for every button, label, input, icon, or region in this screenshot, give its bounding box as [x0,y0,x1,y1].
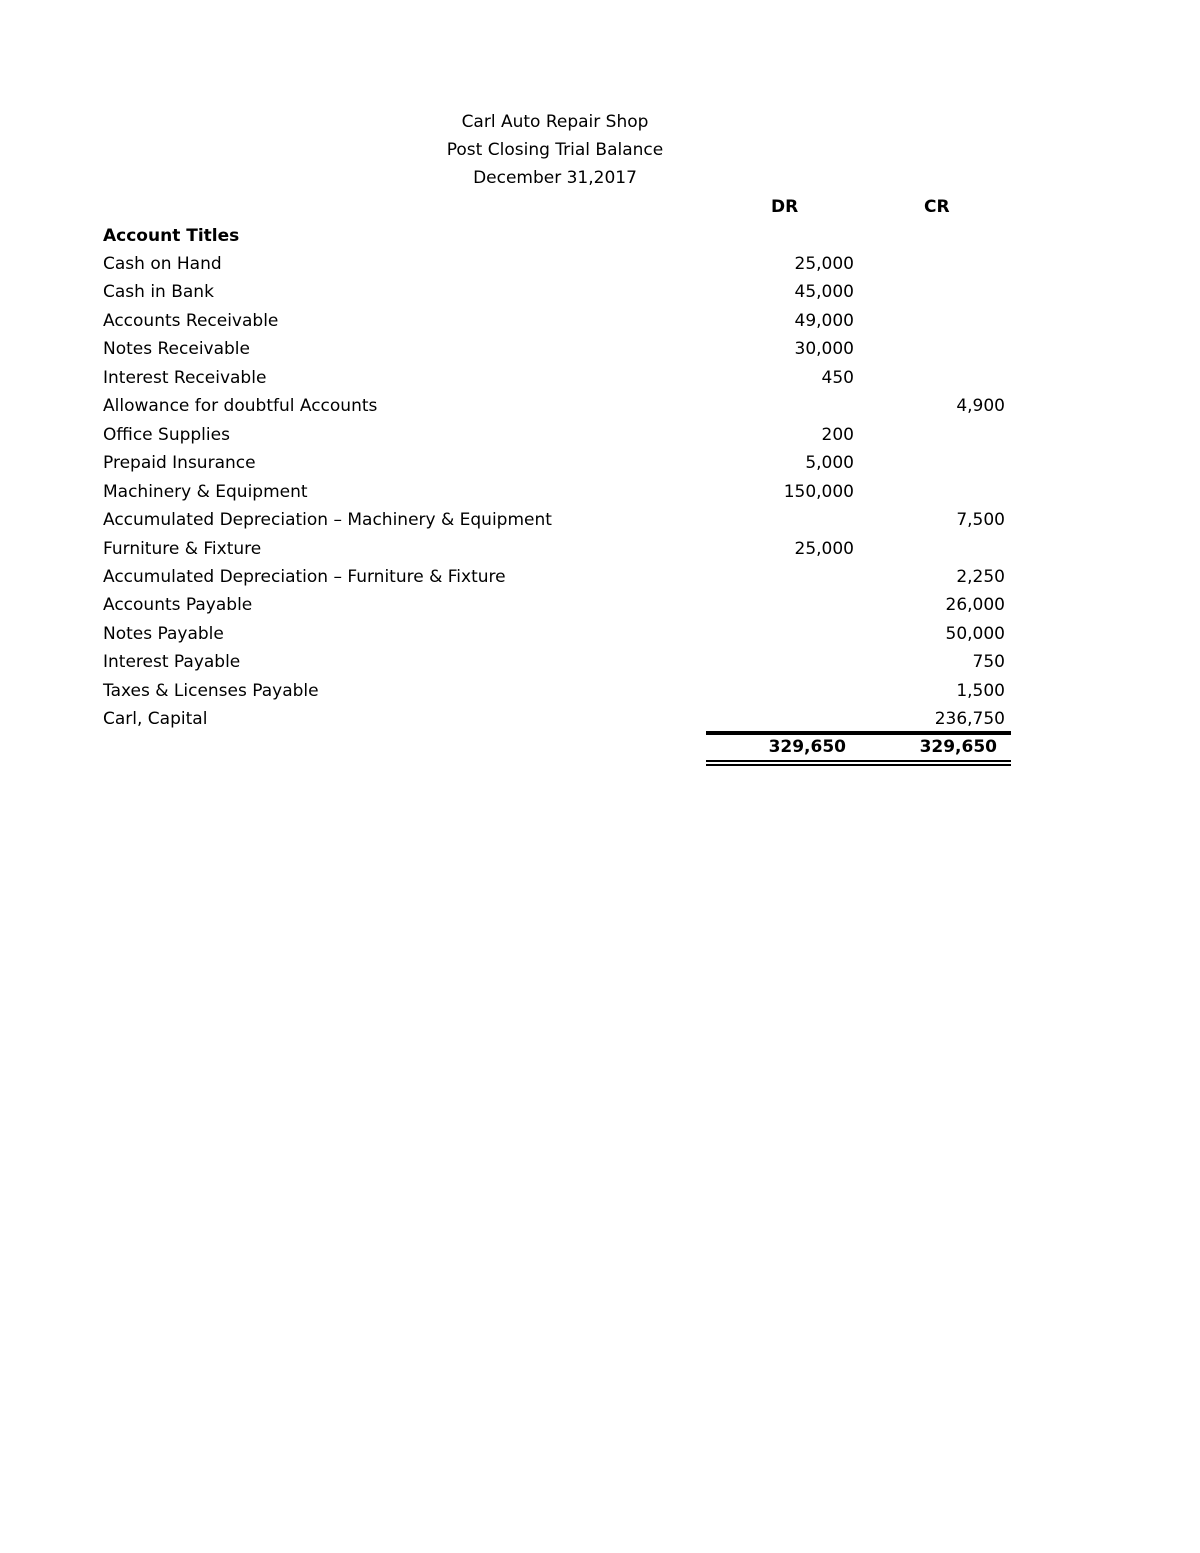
double-underline-top [706,760,1011,762]
account-title: Accumulated Depreciation – Machinery & E… [103,510,552,531]
account-title: Interest Payable [103,652,241,673]
account-title: Prepaid Insurance [103,453,256,474]
account-row: Allowance for doubtful Accounts 4,900 [0,392,1200,420]
total-rule [706,731,1011,735]
account-title: Taxes & Licenses Payable [103,680,319,701]
dr-amount: 49,000 [794,310,854,331]
account-titles-header-row: Account Titles [0,222,1200,250]
account-row: Accounts Payable 26,000 [0,591,1200,619]
account-title: Office Supplies [103,424,230,445]
account-title: Accounts Receivable [103,310,279,331]
dr-amount: 45,000 [794,282,854,303]
account-title: Notes Payable [103,623,224,644]
account-title: Accounts Payable [103,595,253,616]
dr-amount: 25,000 [794,254,854,274]
account-titles-header: Account Titles [103,226,240,246]
dr-amount: 25,000 [794,538,854,559]
account-row: Notes Receivable 30,000 [0,335,1200,363]
cr-amount: 50,000 [945,623,1005,644]
dr-amount: 200 [821,424,854,445]
account-row: Prepaid Insurance 5,000 [0,449,1200,477]
account-row: Office Supplies 200 [0,421,1200,449]
account-row: Cash on Hand 25,000 [0,250,1200,278]
account-title: Notes Receivable [103,339,250,360]
account-title: Allowance for doubtful Accounts [103,396,378,417]
account-row: Notes Payable 50,000 [0,620,1200,648]
cr-amount: 4,900 [956,396,1005,417]
report-title: Post Closing Trial Balance [446,140,664,160]
account-title: Cash in Bank [103,282,214,303]
account-row: Accumulated Depreciation – Machinery & E… [0,506,1200,534]
account-row: Interest Receivable 450 [0,364,1200,392]
cr-amount: 7,500 [956,510,1005,531]
account-row: Furniture & Fixture 25,000 [0,535,1200,563]
account-row: Taxes & Licenses Payable 1,500 [0,677,1200,705]
cr-amount: 750 [972,652,1005,673]
cr-amount: 1,500 [956,680,1005,701]
account-title: Accumulated Depreciation – Furniture & F… [103,566,506,587]
totals-row: 329,650 329,650 [0,733,1200,761]
account-row: Carl, Capital 236,750 [0,705,1200,733]
total-cr: 329,650 [919,737,997,757]
cr-column-header: CR [924,197,950,217]
dr-amount: 450 [821,367,854,388]
account-row: Interest Payable 750 [0,648,1200,676]
account-title: Machinery & Equipment [103,481,308,502]
report-date: December 31,2017 [473,168,637,188]
double-underline-bottom [706,764,1011,766]
company-name: Carl Auto Repair Shop [461,112,649,132]
dr-amount: 5,000 [805,453,854,474]
account-title: Interest Receivable [103,367,267,388]
account-title: Furniture & Fixture [103,538,262,559]
cr-amount: 236,750 [934,709,1005,730]
dr-amount: 30,000 [794,339,854,360]
cr-amount: 26,000 [945,595,1005,616]
cr-amount: 2,250 [956,566,1005,587]
account-row: Accounts Receivable 49,000 [0,307,1200,335]
total-dr: 329,650 [768,737,846,757]
account-row: Machinery & Equipment 150,000 [0,478,1200,506]
dr-column-header: DR [771,197,799,217]
account-title: Carl, Capital [103,709,208,730]
account-row: Cash in Bank 45,000 [0,278,1200,306]
account-title: Cash on Hand [103,254,222,274]
dr-amount: 150,000 [783,481,854,502]
account-row: Accumulated Depreciation – Furniture & F… [0,563,1200,591]
